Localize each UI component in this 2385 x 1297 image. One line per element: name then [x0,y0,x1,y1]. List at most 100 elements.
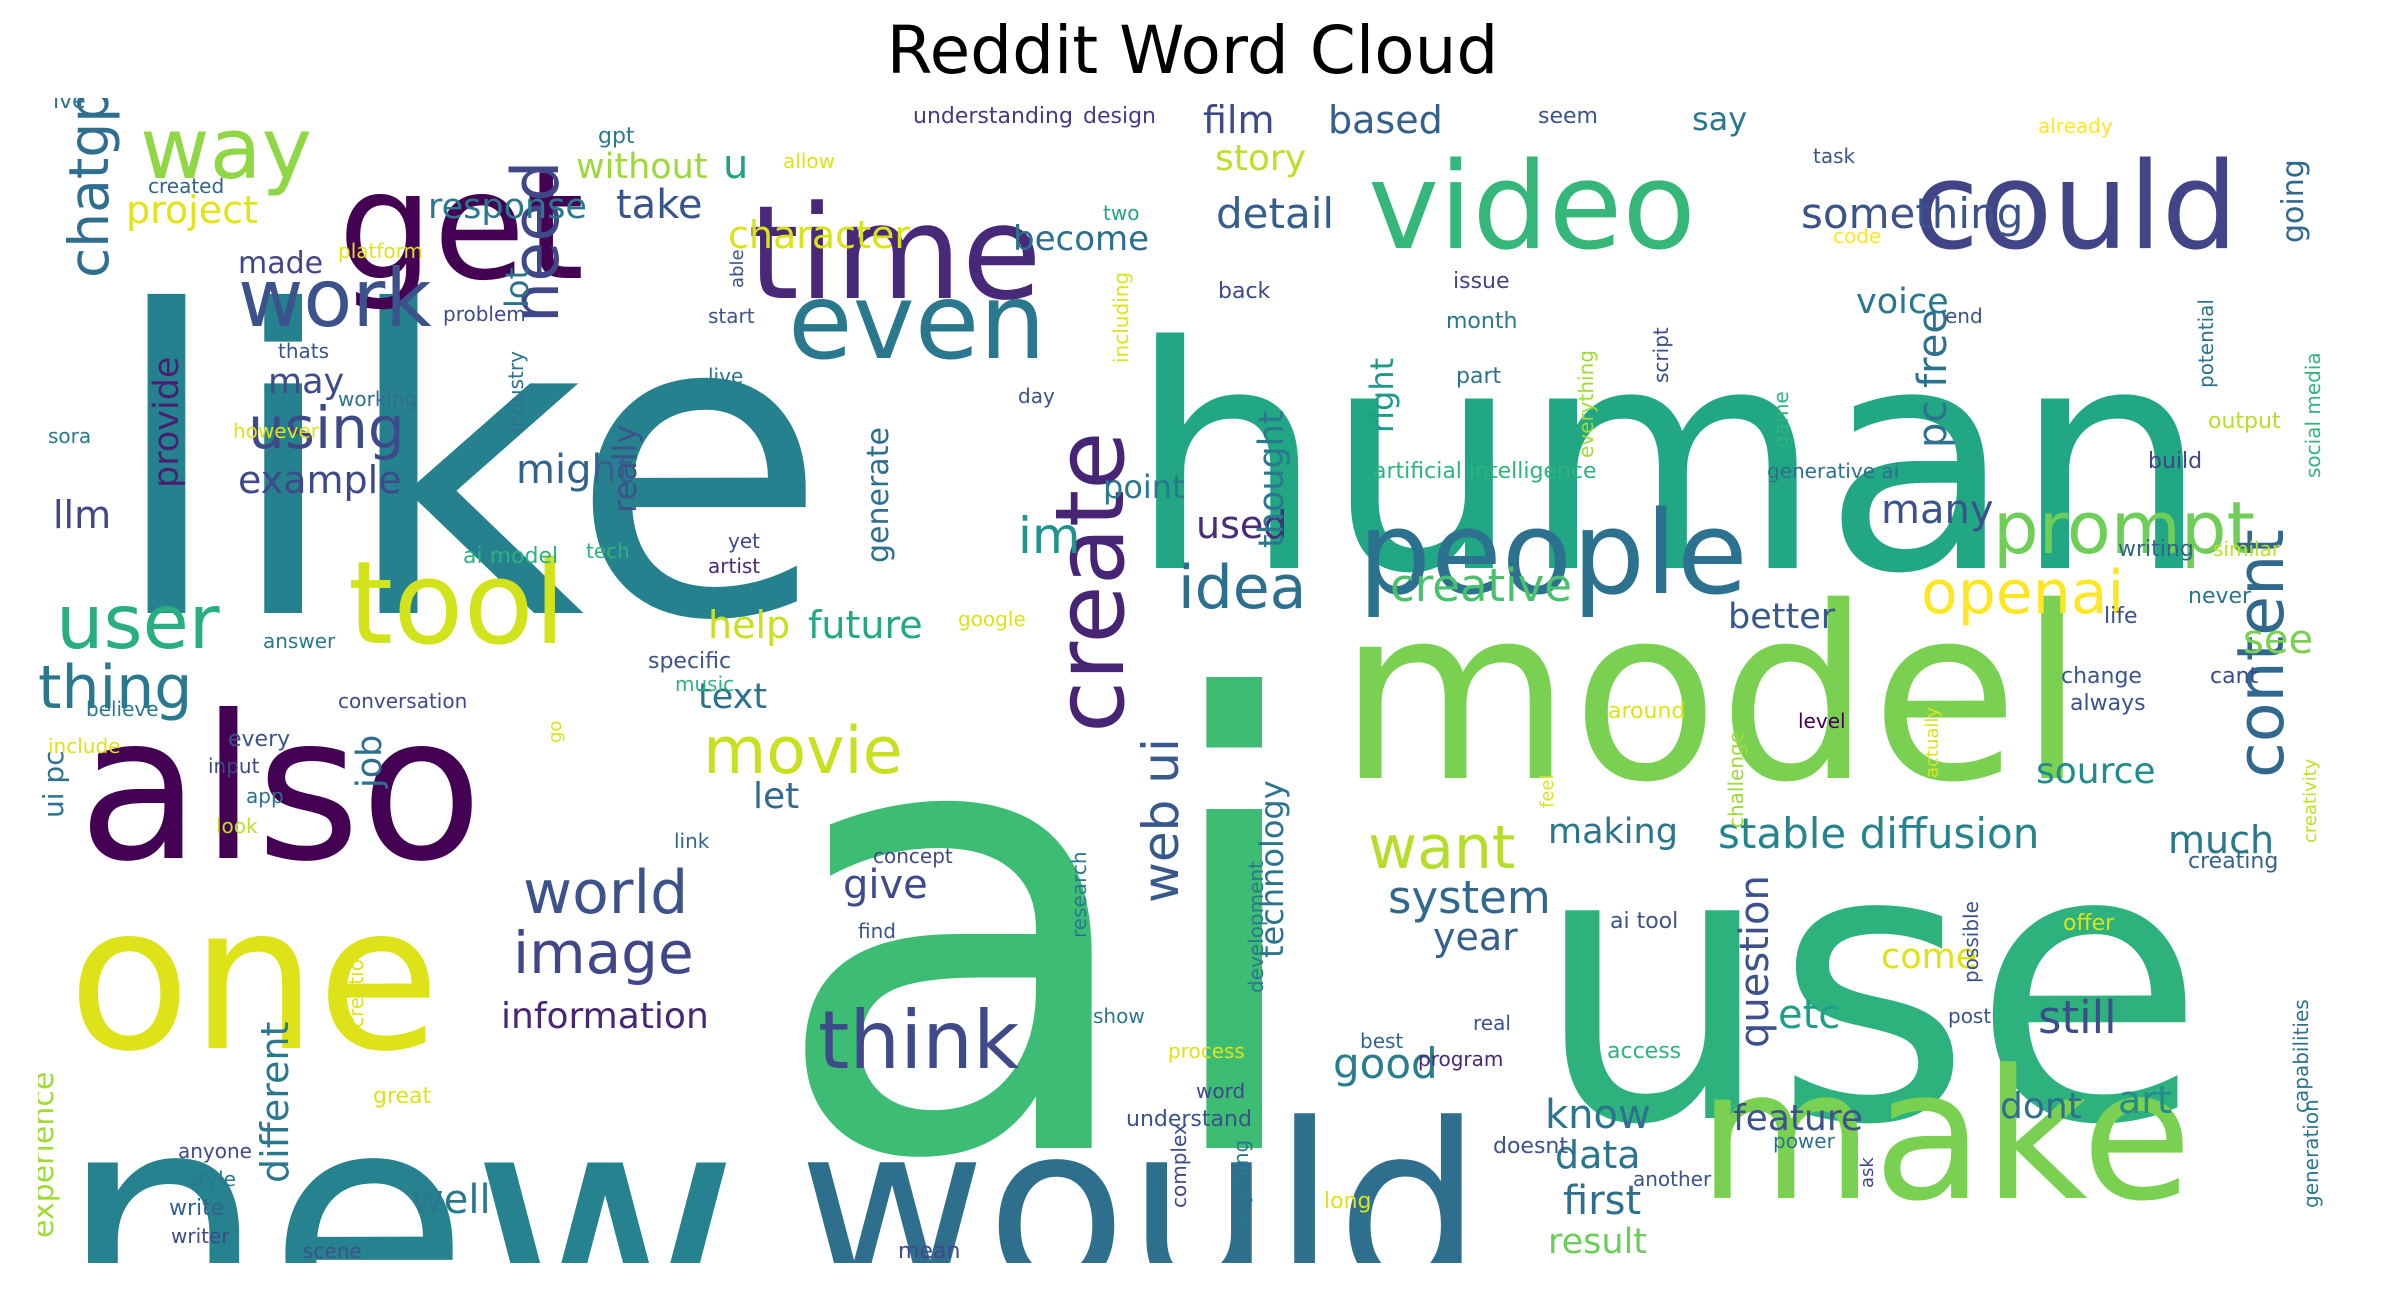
word-industry: industry [504,351,528,433]
word-know: know [1545,1092,1651,1138]
word-thought: thought [1252,410,1292,548]
word-look: look [216,814,258,838]
word-well: well [411,1177,491,1223]
word-data: data [1555,1133,1641,1177]
word-post: post [1948,1004,1991,1028]
word-result: result [1548,1222,1647,1262]
word-thats: thats [278,339,329,363]
word-scene: scene [303,1239,362,1263]
page-title: Reddit Word Cloud [886,12,1499,89]
word-ui-pc: ui pc [38,750,70,818]
word-offer: offer [2063,911,2115,936]
word-creativity: creativity [2300,758,2321,843]
word-time: time [748,177,1042,329]
word-first: first [1563,1178,1641,1224]
word-day: day [1018,384,1055,408]
word-life: life [2104,604,2138,629]
word-creating: creating [2188,849,2278,874]
word-people: people [1358,487,1748,621]
word-change: change [2061,664,2142,689]
word-start: start [708,304,755,328]
word-potential: potential [2194,299,2218,388]
word-another: another [1633,1167,1712,1191]
word-everything: everything [1574,350,1598,458]
word-get: get [338,140,584,314]
word-content: content [2224,529,2299,778]
word-prompt: prompt [1993,486,2255,570]
word-chatgpt: chatgpt [57,98,121,278]
word-ai-tool: ai tool [1610,909,1678,934]
word-image: image [513,919,694,987]
word-app: app [246,784,284,808]
word-around: around [1608,699,1685,724]
word-voice: voice [1856,282,1949,322]
word-live: live [708,364,743,388]
word-find: find [858,919,896,943]
word-write: write [169,1196,224,1221]
word-etc: etc [1778,992,1840,1038]
word-complex: complex [1167,1123,1191,1208]
word-like: like [108,224,828,713]
word-year: year [1433,915,1518,959]
word-working: working [338,387,417,411]
word-month: month [1446,309,1517,334]
word-show: show [1093,1004,1145,1028]
word-come: come [1881,937,1977,977]
word-platform: platform [338,239,423,263]
word-even: even [788,261,1046,383]
word-ai: ai [768,574,1320,1263]
word-build: build [2148,449,2202,474]
word-think: think [818,994,1020,1087]
word-never: never [2188,584,2252,609]
word-job: job [350,735,390,789]
word-seem: seem [1538,104,1598,129]
word-openai: openai [1921,558,2124,628]
word-cant: cant [2210,664,2259,689]
word-ask: ask [1857,1157,1878,1188]
word-give: give [843,862,928,908]
word-information: information [501,996,709,1037]
word-link: link [674,829,710,853]
word-used: used [1196,503,1287,547]
word-tool: tool [348,537,566,671]
word-yet: yet [728,529,760,553]
word-lot: lot [498,267,536,308]
word-understand: understand [1126,1107,1252,1132]
word-really: really [606,425,644,513]
word-design: design [1083,104,1156,129]
word-code: code [1833,224,1881,248]
word-response: response [428,187,587,227]
word-real: real [1473,1011,1511,1035]
word-stable-diffusion: stable diffusion [1718,809,2039,858]
word-want: want [1368,813,1515,883]
word-detail: detail [1216,189,1334,238]
word-use: use [1533,765,2206,1208]
word-able: able [727,249,748,288]
word-generate: generate [861,427,896,563]
word-however: however [233,419,320,443]
word-many: many [1881,487,1994,533]
word-challenge: challenge [1724,731,1748,828]
word-word: word [1196,1079,1245,1103]
word-include: include [48,734,120,758]
word-artificial-intelligence: artificial intelligence [1373,459,1597,484]
word-creation: creation [344,946,368,1028]
word-input: input [208,754,260,778]
word-much: much [2168,818,2274,862]
word-making: making [1548,812,1678,852]
word-way: way [140,100,312,199]
word-idea: idea [1178,553,1306,623]
word-something: something [1801,189,2023,238]
word-generative-ai: generative ai [1767,459,1899,483]
word-great: great [373,1084,432,1109]
word-end: end [1945,304,1983,328]
word-web-ui: web ui [1132,738,1190,903]
word-question: question [1732,875,1778,1048]
word-gpt: gpt [598,124,635,149]
word-writing: writing [2118,537,2194,562]
word-ai-model: ai model [463,544,558,569]
word-technology: technology [1253,780,1291,958]
word-dont: dont [2000,1086,2082,1127]
word-art: art [2118,1078,2172,1122]
word-program: program [1418,1047,1503,1071]
